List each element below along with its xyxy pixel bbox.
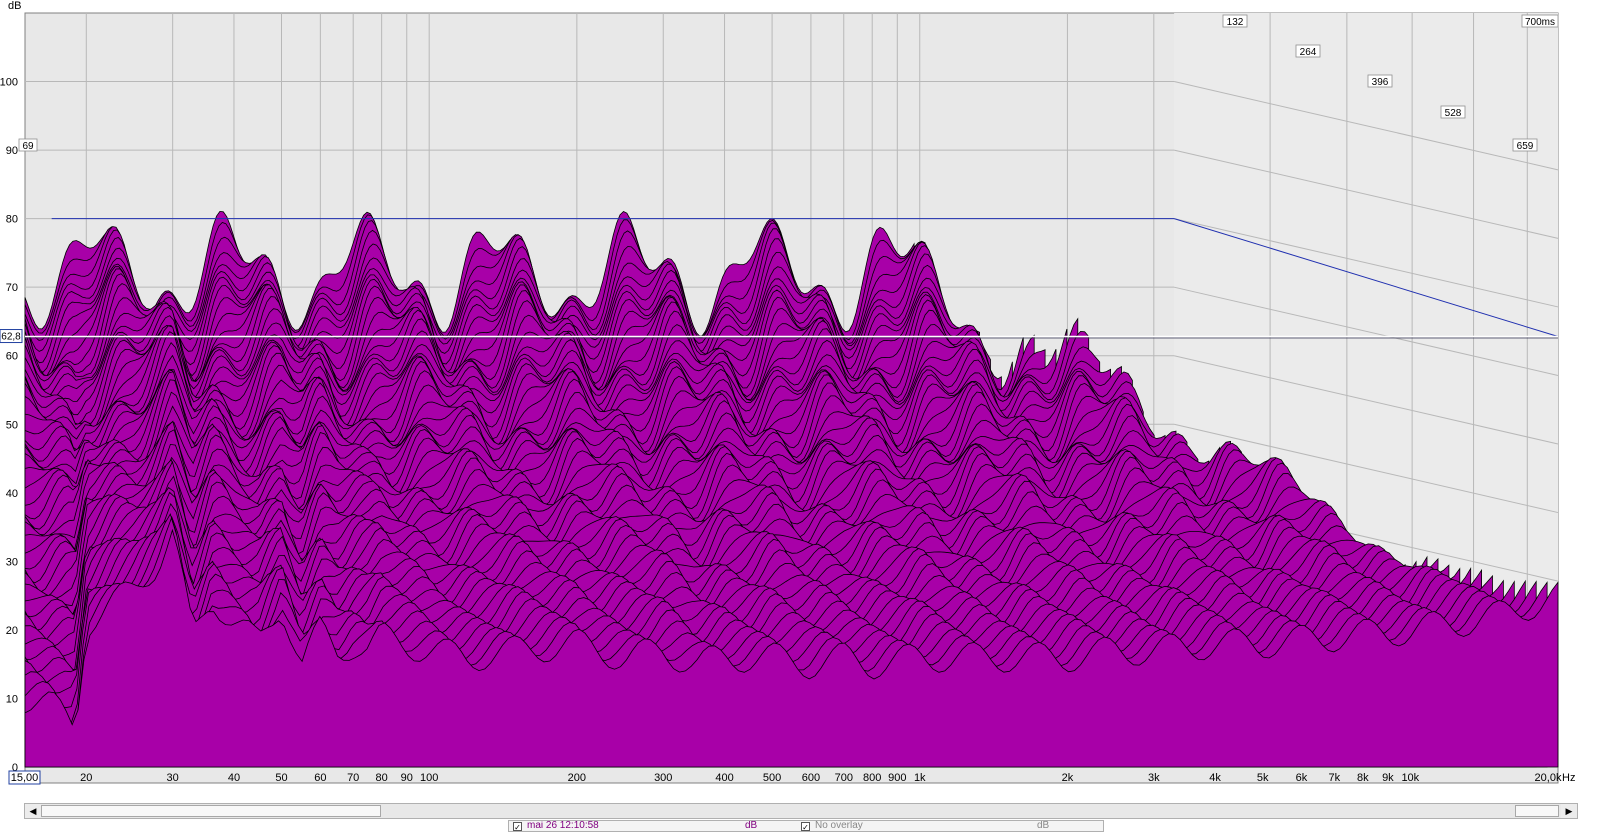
scroll-left-button[interactable]: ◀ bbox=[25, 804, 41, 818]
depth-grid-line bbox=[1174, 286, 1559, 376]
chevron-right-icon: ▶ bbox=[1565, 806, 1573, 816]
time-axis-label: 659 bbox=[1517, 141, 1534, 152]
overlay-label: No overlay bbox=[815, 820, 863, 831]
legend-checkbox-1[interactable]: ✓ bbox=[513, 822, 522, 831]
y-tick-label: 70 bbox=[6, 282, 18, 294]
x-tick-label: 2k bbox=[1062, 772, 1074, 784]
cursor-readout-box bbox=[0, 329, 23, 344]
reference-level-projection bbox=[1173, 218, 1559, 338]
time-axis-label: 396 bbox=[1372, 77, 1389, 88]
time-label-box bbox=[1367, 74, 1393, 88]
time-label-box bbox=[1512, 138, 1538, 152]
x-tick-label: 6k bbox=[1296, 772, 1308, 784]
legend-item-label: mai 26 12:10:58 bbox=[527, 820, 599, 831]
check-icon: ✓ bbox=[514, 823, 521, 832]
x-tick-label: 800 bbox=[863, 772, 881, 784]
legend-checkbox-2[interactable]: ✓ bbox=[801, 822, 810, 831]
waterfall-chart: 0 10 20 30 40 50 60 70 80 90 100 dB 62,8 15,00 20 30 40 5… bbox=[0, 0, 1575, 785]
x-tick-label: 15,00 bbox=[11, 772, 39, 784]
time-label-box bbox=[1295, 44, 1321, 58]
x-tick-label: 4k bbox=[1209, 772, 1221, 784]
x-tick-label: 9k bbox=[1382, 772, 1394, 784]
x-tick-label: 20,0k bbox=[1535, 772, 1562, 784]
x-tick-label: 8k bbox=[1357, 772, 1369, 784]
overlay-unit-label: dB bbox=[1037, 820, 1050, 831]
waterfall-slice bbox=[24, 528, 1559, 768]
depth-grid-line bbox=[1174, 218, 1559, 308]
y-tick-label: 10 bbox=[6, 693, 18, 705]
time-label-box bbox=[1222, 14, 1248, 28]
time-label-box bbox=[1521, 14, 1559, 28]
time-axis-label: 528 bbox=[1445, 108, 1462, 119]
time-label-box bbox=[1440, 105, 1466, 119]
y-tick-label: 50 bbox=[6, 419, 18, 431]
y-tick-label: 0 bbox=[12, 762, 18, 774]
depth-grid-line bbox=[1174, 355, 1559, 445]
x-tick-label: 80 bbox=[376, 772, 388, 784]
time-axis-label: 264 bbox=[1300, 47, 1317, 58]
depth-grid-line bbox=[1174, 149, 1559, 239]
x-tick-label: 5k bbox=[1257, 772, 1269, 784]
axis-labels: 0 10 20 30 40 50 60 70 80 90 100 dB 62,8 15,00 20 30 40 5… bbox=[0, 0, 1575, 785]
y-tick-label: 100 bbox=[0, 77, 18, 89]
time-axis-label: 132 bbox=[1227, 17, 1244, 28]
x-tick-label: 3k bbox=[1148, 772, 1160, 784]
x-tick-label: 600 bbox=[802, 772, 820, 784]
x-min-box bbox=[8, 770, 41, 785]
x-tick-label: 10k bbox=[1401, 772, 1419, 784]
time-axis-label: 69 bbox=[22, 141, 34, 152]
x-tick-label: 20 bbox=[80, 772, 92, 784]
x-tick-label: 700 bbox=[835, 772, 853, 784]
y-tick-label: 40 bbox=[6, 488, 18, 500]
y-tick-label: 80 bbox=[6, 214, 18, 226]
x-tick-label: 50 bbox=[275, 772, 287, 784]
scroll-right-button[interactable]: ▶ bbox=[1561, 804, 1577, 818]
x-tick-label: 60 bbox=[314, 772, 326, 784]
x-tick-label: 500 bbox=[763, 772, 781, 784]
depth-grid-line bbox=[1174, 423, 1559, 514]
check-icon: ✓ bbox=[802, 823, 809, 832]
x-tick-label: 900 bbox=[888, 772, 906, 784]
measurement-legend: ✓ mai 26 12:10:58 dB ✓ No overlay dB bbox=[508, 820, 1104, 832]
y-tick-label: 60 bbox=[6, 351, 18, 363]
waterfall-slices bbox=[24, 210, 1559, 768]
horizontal-scrollbar[interactable]: ◀ ▶ bbox=[24, 803, 1578, 819]
reference-lines bbox=[25, 218, 1559, 339]
x-unit-label: Hz bbox=[1562, 772, 1575, 784]
x-tick-label: 100 bbox=[420, 772, 438, 784]
x-tick-label: 7k bbox=[1329, 772, 1341, 784]
time-axis-label: 700ms bbox=[1525, 17, 1555, 28]
cursor-readout: 62,8 bbox=[1, 332, 21, 343]
x-tick-label: 400 bbox=[715, 772, 733, 784]
scrollbar-track-end[interactable] bbox=[1515, 805, 1559, 817]
depth-grid-line bbox=[1174, 81, 1559, 171]
x-tick-label: 200 bbox=[568, 772, 586, 784]
y-tick-label: 20 bbox=[6, 625, 18, 637]
y-tick-label: 30 bbox=[6, 556, 18, 568]
chevron-left-icon: ◀ bbox=[29, 806, 37, 816]
x-tick-label: 70 bbox=[347, 772, 359, 784]
x-tick-label: 1k bbox=[914, 772, 926, 784]
x-tick-label: 40 bbox=[228, 772, 240, 784]
y-tick-label: 90 bbox=[6, 145, 18, 157]
y-axis-label: dB bbox=[8, 0, 21, 12]
legend-unit-label: dB bbox=[745, 820, 758, 831]
x-tick-label: 90 bbox=[401, 772, 413, 784]
scrollbar-thumb[interactable] bbox=[41, 805, 381, 817]
x-tick-label: 300 bbox=[654, 772, 672, 784]
x-tick-label: 30 bbox=[167, 772, 179, 784]
time-label-box bbox=[18, 138, 38, 152]
